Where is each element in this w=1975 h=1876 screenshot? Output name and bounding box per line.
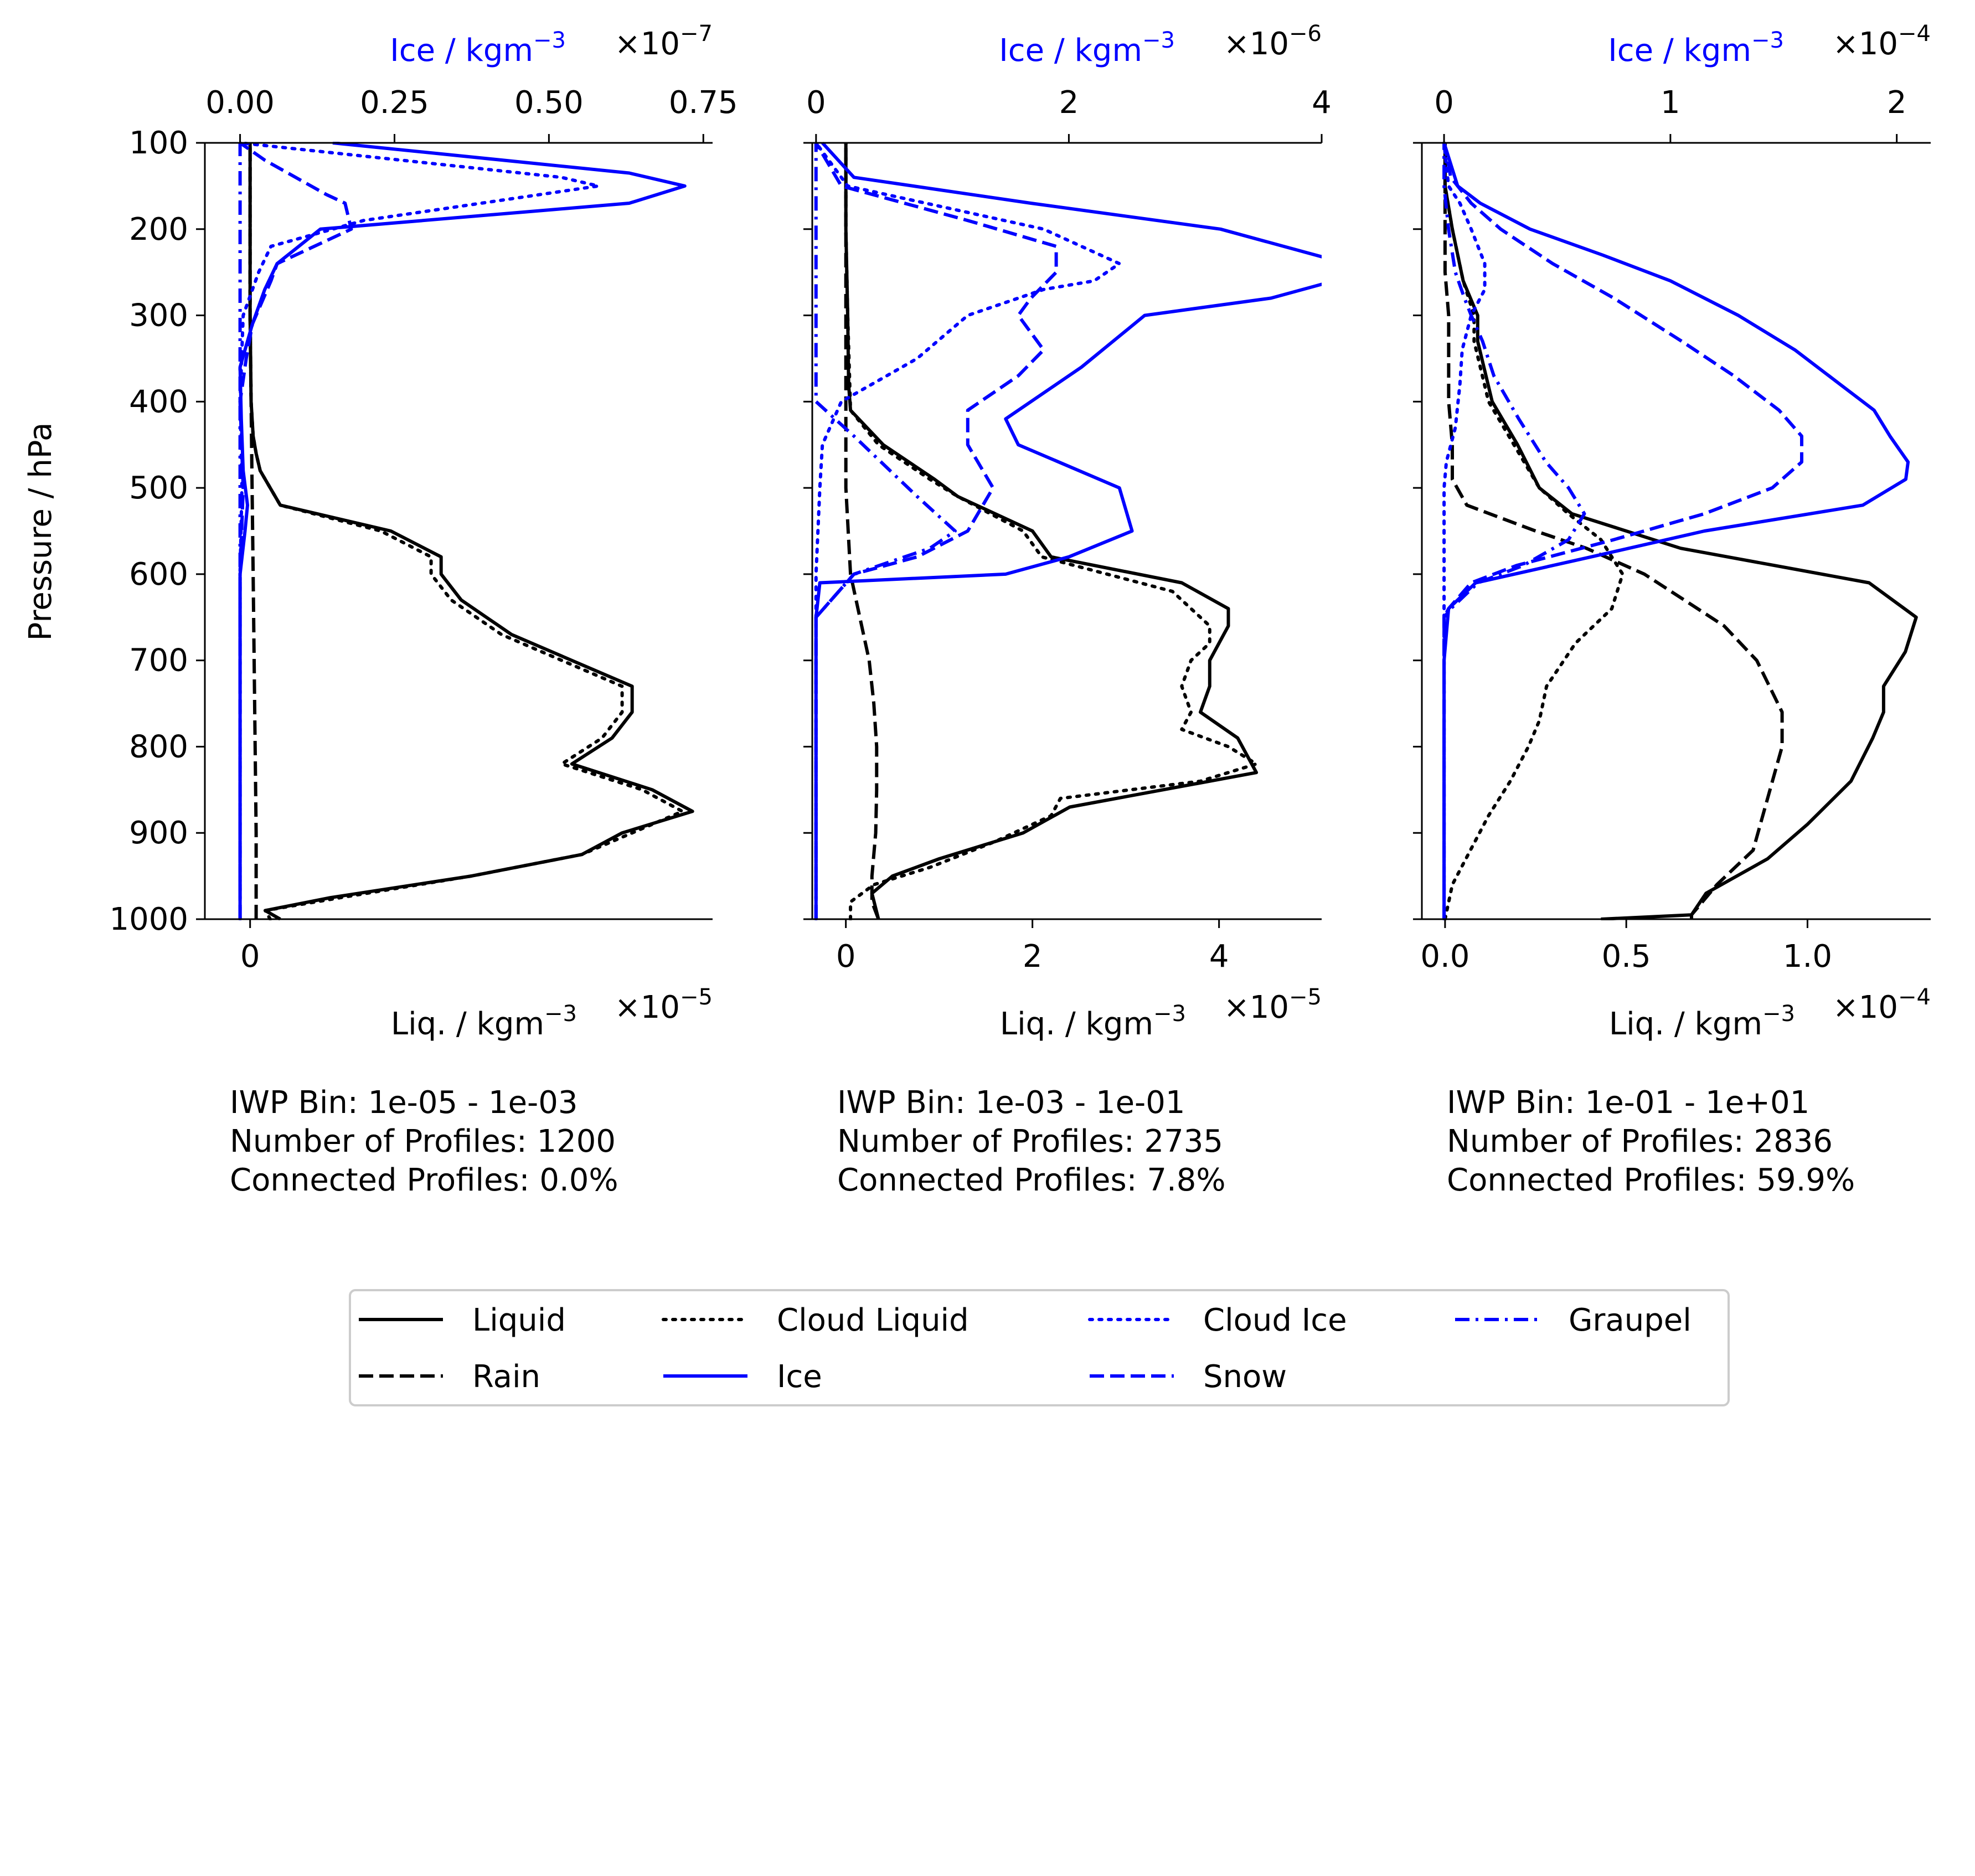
panel-info-line: IWP Bin: 1e-05 - 1e-03	[230, 1085, 578, 1121]
top-tick-label: 0	[1434, 85, 1454, 121]
bottom-multiplier: ×10−5	[615, 985, 713, 1025]
top-tick-label: 1	[1661, 85, 1680, 121]
legend-item-ice: Ice	[663, 1359, 822, 1395]
series-rain	[248, 143, 258, 919]
legend-label: Ice	[777, 1359, 822, 1395]
y-tick-label: 200	[129, 212, 188, 248]
legend-item-liquid: Liquid	[359, 1302, 566, 1338]
bottom-tick-label: 4	[1209, 939, 1229, 975]
panel-info-line: Number of Profiles: 2735	[837, 1123, 1223, 1159]
panel-1: 10020030040050060070080090010000240.000.…	[109, 21, 738, 1198]
top-tick-label: 2	[1887, 85, 1907, 121]
top-tick-label: 0.00	[205, 85, 275, 121]
legend-item-cloud-ice: Cloud Ice	[1088, 1302, 1347, 1338]
series-snow	[814, 142, 1058, 919]
legend-label: Snow	[1203, 1359, 1287, 1395]
bottom-axis-label: Liq. / kgm−3	[391, 1001, 577, 1042]
y-tick-label: 100	[129, 125, 188, 161]
legend-item-graupel: Graupel	[1455, 1302, 1692, 1338]
series-cloud-ice	[238, 142, 600, 920]
y-tick-label: 500	[129, 470, 188, 506]
y-tick-label: 800	[129, 729, 188, 765]
series-rain	[844, 143, 880, 920]
series-graupel	[1442, 143, 1586, 919]
top-tick-label: 0.25	[360, 85, 429, 121]
panel-info-line: Connected Profiles: 7.8%	[837, 1162, 1226, 1198]
top-tick-label: 0	[806, 85, 826, 121]
series-ice	[1442, 142, 1910, 919]
top-tick-label: 0.75	[669, 85, 738, 121]
legend-item-rain: Rain	[359, 1359, 540, 1395]
y-tick-label: 400	[129, 384, 188, 420]
bottom-multiplier: ×10−5	[1224, 985, 1322, 1025]
series-ice	[814, 142, 1322, 919]
panel-info-line: Connected Profiles: 59.9%	[1447, 1162, 1855, 1198]
bottom-multiplier: ×10−4	[1833, 985, 1931, 1025]
series-ice	[238, 142, 687, 919]
series-snow	[238, 142, 353, 919]
series-rain	[1443, 143, 1784, 919]
legend-label: Rain	[472, 1359, 540, 1395]
bottom-tick-label: 0.0	[1420, 939, 1469, 975]
series-graupel	[814, 143, 957, 919]
series-snow	[1442, 142, 1803, 919]
legend-label: Cloud Liquid	[777, 1302, 969, 1338]
legend: Liquid Rain Cloud Liquid Ice Cloud Ice Snow Gr…	[349, 1289, 1730, 1406]
series-cloud-liquid	[1443, 142, 1625, 920]
series-cloud-ice	[814, 142, 1121, 920]
bottom-tick-label: 2	[1023, 939, 1043, 975]
series-liquid	[1443, 143, 1918, 920]
y-tick-label: 1000	[109, 901, 188, 937]
top-tick-label: 2	[1059, 85, 1079, 121]
series-cloud-liquid	[248, 142, 684, 920]
top-multiplier: ×10−6	[1224, 21, 1322, 62]
panel-info-line: IWP Bin: 1e-01 - 1e+01	[1447, 1085, 1809, 1121]
y-tick-label: 700	[129, 643, 188, 679]
top-tick-label: 0.50	[514, 85, 584, 121]
panel-3: 0.0 0.5 1.0 0 1 2 ×10−4 Ice / kgm−3 ×10−4 Liq. / …	[1413, 21, 1931, 1198]
panel-2: 0 2 4 0 2 4 ×10−6 Ice / kgm−3 ×10−5 Liq. / kgm−3 I…	[803, 21, 1332, 1198]
top-axis-label: Ice / kgm−3	[390, 28, 566, 69]
top-axis-label: Ice / kgm−3	[1608, 28, 1784, 69]
legend-label: Graupel	[1569, 1302, 1692, 1338]
legend-label: Liquid	[472, 1302, 566, 1338]
legend-label: Cloud Ice	[1203, 1302, 1347, 1338]
bottom-axis-label: Liq. / kgm−3	[1609, 1001, 1795, 1042]
series-cloud-ice	[1442, 142, 1487, 920]
panel-info-line: Number of Profiles: 2836	[1447, 1123, 1833, 1159]
y-axis-label: Pressure / hPa	[23, 422, 59, 641]
bottom-tick-label: 0.5	[1602, 939, 1651, 975]
bottom-tick-label: 1.0	[1783, 939, 1832, 975]
top-axis-label: Ice / kgm−3	[999, 28, 1175, 69]
bottom-axis-label: Liq. / kgm−3	[1000, 1001, 1186, 1042]
series-cloud-liquid	[844, 142, 1259, 920]
panel-info-line: IWP Bin: 1e-03 - 1e-01	[837, 1085, 1185, 1121]
y-tick-label: 900	[129, 815, 188, 851]
legend-item-cloud-liquid: Cloud Liquid	[662, 1302, 969, 1338]
top-tick-label: 4	[1312, 85, 1332, 121]
series-liquid	[844, 143, 1259, 920]
top-multiplier: ×10−4	[1833, 21, 1931, 62]
legend-item-snow: Snow	[1090, 1359, 1287, 1395]
series-liquid	[248, 143, 694, 920]
top-multiplier: ×10−7	[615, 21, 713, 62]
bottom-tick-label: 0	[240, 939, 260, 975]
y-tick-label: 600	[129, 556, 188, 592]
bottom-tick-label: 0	[836, 939, 856, 975]
y-tick-label: 300	[129, 298, 188, 334]
panel-info-line: Connected Profiles: 0.0%	[230, 1162, 618, 1198]
panel-info-line: Number of Profiles: 1200	[230, 1123, 616, 1159]
